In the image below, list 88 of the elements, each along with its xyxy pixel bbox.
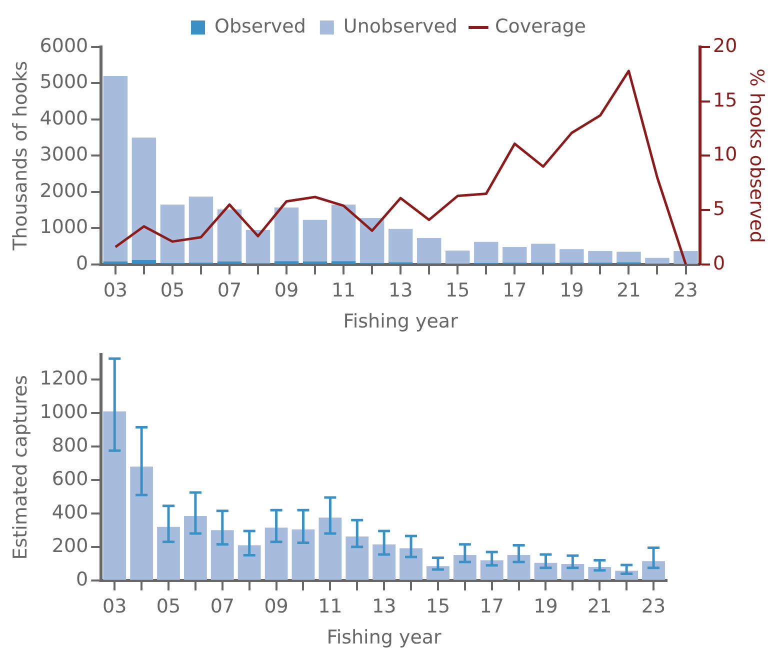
bar	[331, 261, 356, 264]
bar	[502, 247, 527, 263]
x-tick-label: 19	[534, 596, 558, 618]
y-tick-label: 3000	[40, 144, 88, 166]
y-tick-label: 0	[76, 568, 88, 590]
y-tick-label: 4000	[40, 107, 88, 130]
bar	[560, 249, 584, 263]
bar	[453, 554, 476, 580]
bar	[302, 220, 328, 262]
x-tick-label: 21	[616, 280, 641, 302]
x-tick-label: 07	[210, 596, 234, 618]
y-tick-label: 400	[52, 501, 88, 524]
bar	[446, 250, 470, 264]
bar	[588, 250, 612, 263]
y2-axis-title: % hooks observed	[746, 68, 768, 243]
x-tick-label: 05	[156, 596, 181, 618]
bar	[184, 516, 207, 580]
x-tick-label: 13	[372, 596, 396, 618]
x-tick-label: 11	[331, 280, 356, 302]
y-axis-title: Thousands of hooks	[9, 60, 32, 252]
x-tick-label: 23	[641, 596, 666, 618]
bar	[388, 228, 413, 262]
legend-label: Coverage	[494, 15, 586, 38]
x-axis-title: Fishing year	[343, 310, 458, 333]
bar	[507, 554, 530, 580]
x-tick-label: 05	[160, 280, 185, 302]
y-tick-label: 5000	[40, 71, 88, 94]
y-tick-label: 200	[52, 534, 88, 557]
bar	[188, 196, 214, 263]
x-tick-label: 03	[102, 596, 127, 618]
x-tick-label: 09	[264, 596, 288, 618]
bar	[246, 230, 270, 264]
bar	[274, 261, 299, 264]
y2-tick-label: 10	[713, 144, 738, 166]
x-tick-label: 19	[560, 280, 584, 302]
legend-label: Unobserved	[343, 15, 458, 38]
x-tick-label: 15	[426, 596, 450, 618]
bar	[274, 208, 299, 262]
bar	[531, 244, 556, 263]
x-axis-title: Fishing year	[326, 626, 442, 649]
x-tick-label: 09	[274, 280, 299, 302]
bar	[238, 545, 261, 580]
x-tick-label: 17	[480, 596, 504, 618]
y-tick-label: 800	[52, 434, 88, 456]
bar	[416, 238, 442, 264]
bar	[480, 560, 504, 580]
y-tick-label: 1000	[40, 216, 88, 238]
bar	[132, 138, 156, 260]
bar	[132, 260, 156, 264]
x-tick-label: 07	[217, 280, 242, 302]
legend-label: Observed	[214, 15, 306, 38]
x-tick-label: 13	[388, 280, 413, 302]
bar	[217, 209, 242, 262]
x-tick-label: 23	[674, 280, 698, 302]
y2-tick-label: 15	[713, 89, 738, 112]
y2-tick-label: 20	[713, 34, 738, 57]
y2-tick-label: 0	[713, 252, 726, 274]
bar	[474, 242, 498, 263]
x-tick-label: 03	[103, 280, 128, 302]
y-tick-label: 1000	[40, 400, 88, 423]
x-tick-label: 21	[588, 596, 612, 618]
bar	[400, 548, 422, 580]
y-tick-label: 6000	[40, 34, 88, 57]
bar	[645, 258, 670, 264]
bar	[130, 466, 154, 580]
bar	[292, 529, 315, 580]
bar	[561, 564, 584, 580]
x-tick-label: 17	[502, 280, 527, 302]
y-tick-label: 600	[52, 468, 88, 490]
bar	[264, 528, 288, 580]
y2-tick-label: 5	[713, 198, 726, 220]
bar	[103, 76, 128, 262]
bar	[360, 218, 384, 263]
bar	[372, 544, 396, 580]
y-tick-label: 1200	[40, 367, 88, 390]
y-axis-title: Estimated captures	[9, 375, 32, 560]
bar	[346, 536, 369, 580]
x-tick-label: 11	[318, 596, 342, 618]
bar	[616, 252, 641, 262]
bar	[103, 411, 126, 580]
y-tick-label: 0	[76, 252, 88, 274]
bar	[160, 204, 185, 263]
bar	[210, 530, 234, 580]
bar	[157, 526, 180, 580]
bar	[318, 518, 342, 580]
x-tick-label: 15	[446, 280, 470, 302]
bar	[331, 204, 356, 262]
y-tick-label: 2000	[40, 180, 88, 202]
